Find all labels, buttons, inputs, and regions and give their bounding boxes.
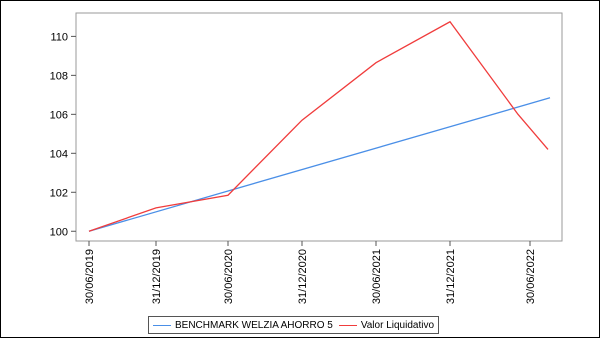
- y-tick-label: 108: [50, 70, 68, 82]
- plot-border: [75, 12, 563, 242]
- y-tick-label: 106: [50, 109, 68, 121]
- legend-item-0: BENCHMARK WELZIA AHORRO 5: [153, 320, 333, 331]
- y-tick-label: 102: [50, 187, 68, 199]
- legend-label: Valor Liquidativo: [360, 319, 435, 331]
- y-tick-label: 100: [50, 226, 68, 238]
- legend-swatch: [338, 324, 357, 326]
- x-tick-label: 30/06/2022: [525, 249, 537, 304]
- axes: 100 102 104 106 108 110 30/06/2019 31/12/2019 30…: [50, 31, 537, 304]
- legend-item-1: Valor Liquidativo: [338, 319, 435, 331]
- legend: BENCHMARK WELZIA AHORRO 5 Valor Liquidati…: [148, 316, 440, 334]
- x-tick-label: 30/06/2020: [223, 249, 235, 304]
- plot-area: [75, 12, 563, 242]
- series-line-0: [88, 97, 551, 232]
- y-tick-label: 110: [50, 31, 68, 43]
- legend-label: BENCHMARK WELZIA AHORRO 5: [175, 319, 333, 331]
- legend-swatch: [153, 324, 171, 326]
- x-tick-label: 31/12/2021: [445, 249, 457, 304]
- x-tick-label: 31/12/2019: [151, 249, 163, 304]
- series-lines: [88, 20, 551, 232]
- x-tick-label: 30/06/2021: [371, 249, 383, 304]
- y-tick-label: 104: [50, 148, 68, 160]
- x-tick-label: 30/06/2019: [84, 249, 96, 304]
- x-tick-label: 31/12/2020: [297, 249, 309, 304]
- series-line-1: [88, 20, 549, 232]
